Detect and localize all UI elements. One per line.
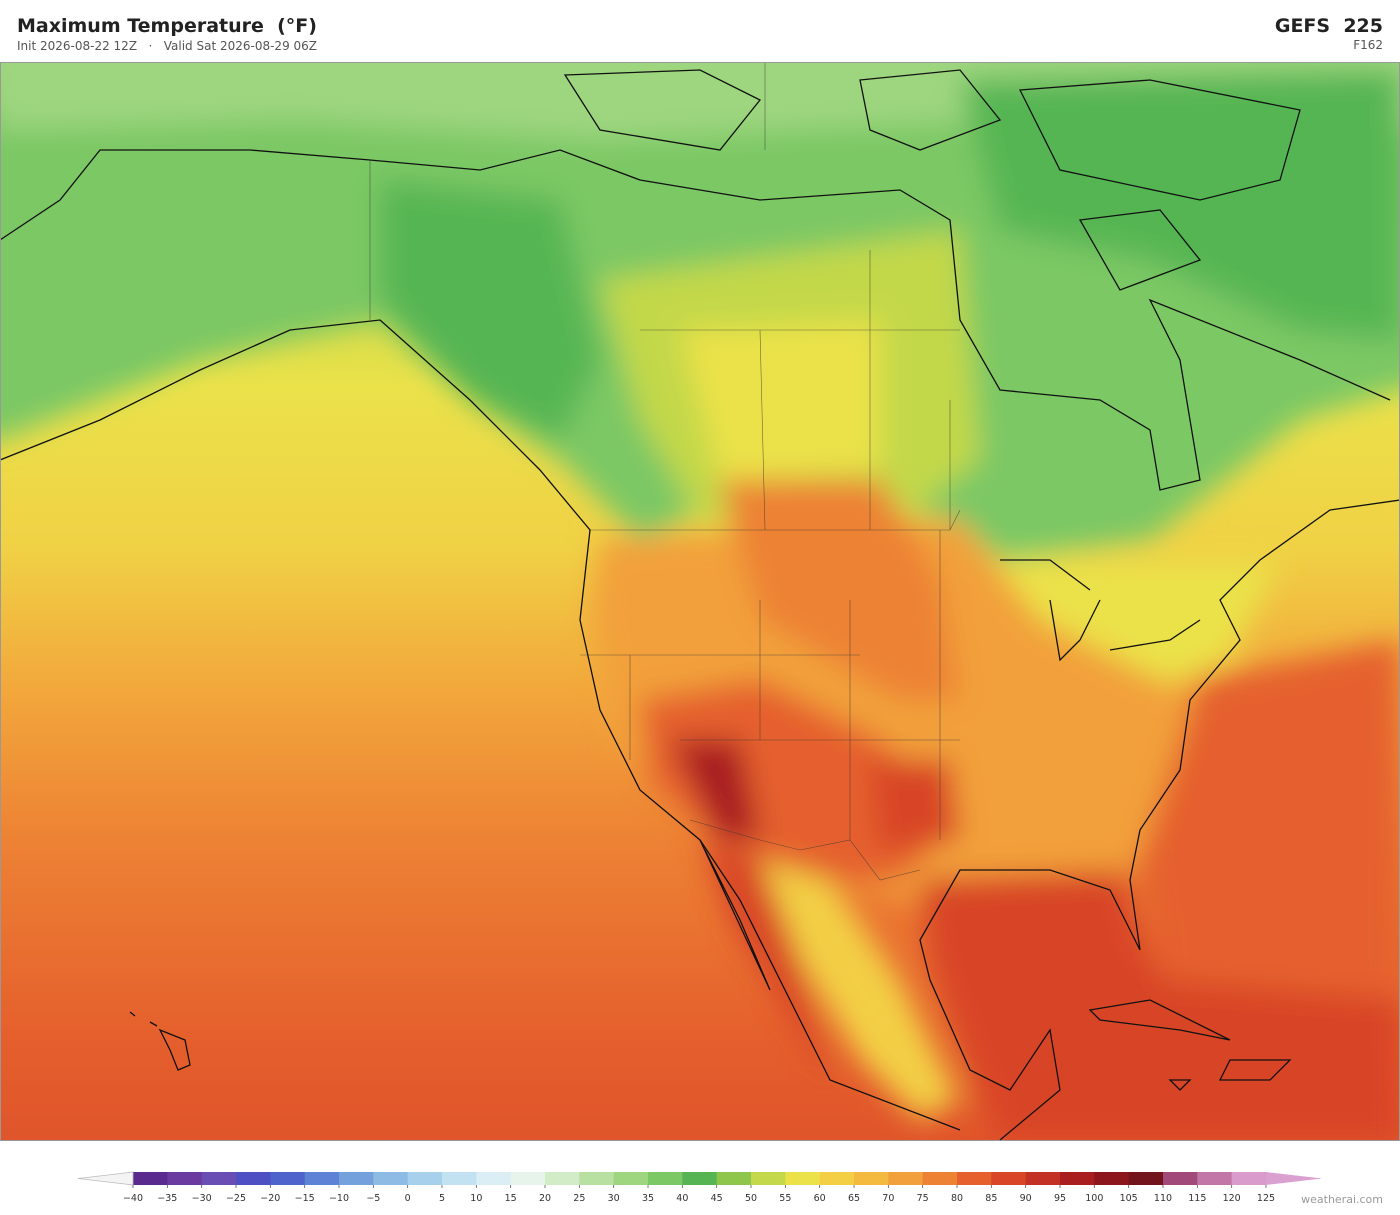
color-segment bbox=[579, 1172, 615, 1185]
tick-label: −10 bbox=[329, 1193, 349, 1204]
tick-label: −35 bbox=[157, 1193, 177, 1204]
tick-label: 105 bbox=[1120, 1193, 1138, 1204]
color-segment bbox=[1163, 1172, 1198, 1185]
color-segment bbox=[339, 1172, 374, 1185]
tick-label: 0 bbox=[405, 1193, 411, 1204]
color-segment bbox=[1231, 1172, 1267, 1185]
credit: weatherai.com bbox=[1301, 1193, 1383, 1206]
color-segment bbox=[1025, 1172, 1061, 1185]
tick-label: −25 bbox=[226, 1193, 246, 1204]
color-segment bbox=[957, 1172, 992, 1185]
color-segment bbox=[854, 1172, 889, 1185]
color-segment bbox=[442, 1172, 477, 1185]
tick-label: 80 bbox=[951, 1193, 963, 1204]
color-segment bbox=[819, 1172, 855, 1185]
color-segment bbox=[1060, 1172, 1095, 1185]
color-segment bbox=[1197, 1172, 1233, 1185]
color-segment bbox=[270, 1172, 306, 1185]
title: Maximum Temperature (°F) bbox=[17, 15, 317, 37]
color-segment bbox=[545, 1172, 580, 1185]
tick-label: 100 bbox=[1085, 1193, 1103, 1204]
borders bbox=[369, 62, 961, 881]
forecast-hour: F162 bbox=[1353, 38, 1383, 52]
color-segment bbox=[407, 1172, 443, 1185]
tick-label: 30 bbox=[608, 1193, 620, 1204]
color-segment bbox=[304, 1172, 340, 1185]
color-segment bbox=[716, 1172, 752, 1185]
tick-label: −15 bbox=[295, 1193, 315, 1204]
tick-label: 85 bbox=[985, 1193, 997, 1204]
color-segment bbox=[888, 1172, 924, 1185]
extend-under bbox=[77, 1171, 134, 1186]
tick-label: 50 bbox=[745, 1193, 757, 1204]
tick-label: 15 bbox=[505, 1193, 517, 1204]
tick-label: 70 bbox=[882, 1193, 894, 1204]
color-segment bbox=[682, 1172, 718, 1185]
tick-label: −30 bbox=[192, 1193, 212, 1204]
model: GEFS 225 bbox=[1274, 15, 1383, 37]
tick-label: 75 bbox=[917, 1193, 929, 1204]
color-segment bbox=[922, 1172, 958, 1185]
color-segment bbox=[236, 1172, 271, 1185]
color-segment bbox=[991, 1172, 1027, 1185]
color-segment bbox=[613, 1172, 649, 1185]
map bbox=[0, 62, 1400, 1141]
tick-label: 95 bbox=[1054, 1193, 1066, 1204]
tick-label: 120 bbox=[1223, 1193, 1241, 1204]
color-segment bbox=[133, 1172, 168, 1185]
tick-label: 40 bbox=[676, 1193, 688, 1204]
tick-label: 25 bbox=[573, 1193, 585, 1204]
color-segment bbox=[167, 1172, 203, 1185]
tick-label: 65 bbox=[848, 1193, 860, 1204]
tick-label: 110 bbox=[1154, 1193, 1172, 1204]
color-segment bbox=[476, 1172, 512, 1185]
color-segment bbox=[1128, 1172, 1164, 1185]
tick-label: 45 bbox=[711, 1193, 723, 1204]
coastline bbox=[0, 69, 1400, 1141]
tick-label: 55 bbox=[779, 1193, 791, 1204]
color-segment bbox=[648, 1172, 683, 1185]
color-segment bbox=[1094, 1172, 1130, 1185]
subtitle: Init 2026-08-22 12Z · Valid Sat 2026-08-… bbox=[17, 39, 318, 53]
tick-label: 60 bbox=[814, 1193, 826, 1204]
color-segment bbox=[785, 1172, 821, 1185]
tick-label: 115 bbox=[1188, 1193, 1206, 1204]
tick-label: 20 bbox=[539, 1193, 551, 1204]
tick-label: 5 bbox=[439, 1193, 445, 1204]
tick-label: 35 bbox=[642, 1193, 654, 1204]
tick-label: 90 bbox=[1020, 1193, 1032, 1204]
extend-over bbox=[1266, 1172, 1322, 1185]
tick-label: −20 bbox=[260, 1193, 280, 1204]
tick-label: 125 bbox=[1257, 1193, 1275, 1204]
colorbar: −40 −35 −30 −25 −20 −15 −10 −5 0 5 10 15 20 25 30 35 40 4… bbox=[77, 1171, 1322, 1204]
tick-label: −5 bbox=[366, 1193, 380, 1204]
tick-label: 10 bbox=[470, 1193, 482, 1204]
tick-label: −40 bbox=[123, 1193, 143, 1204]
color-segment bbox=[201, 1172, 237, 1185]
color-segment bbox=[373, 1172, 409, 1185]
color-segment bbox=[751, 1172, 786, 1185]
color-segment bbox=[510, 1172, 546, 1185]
